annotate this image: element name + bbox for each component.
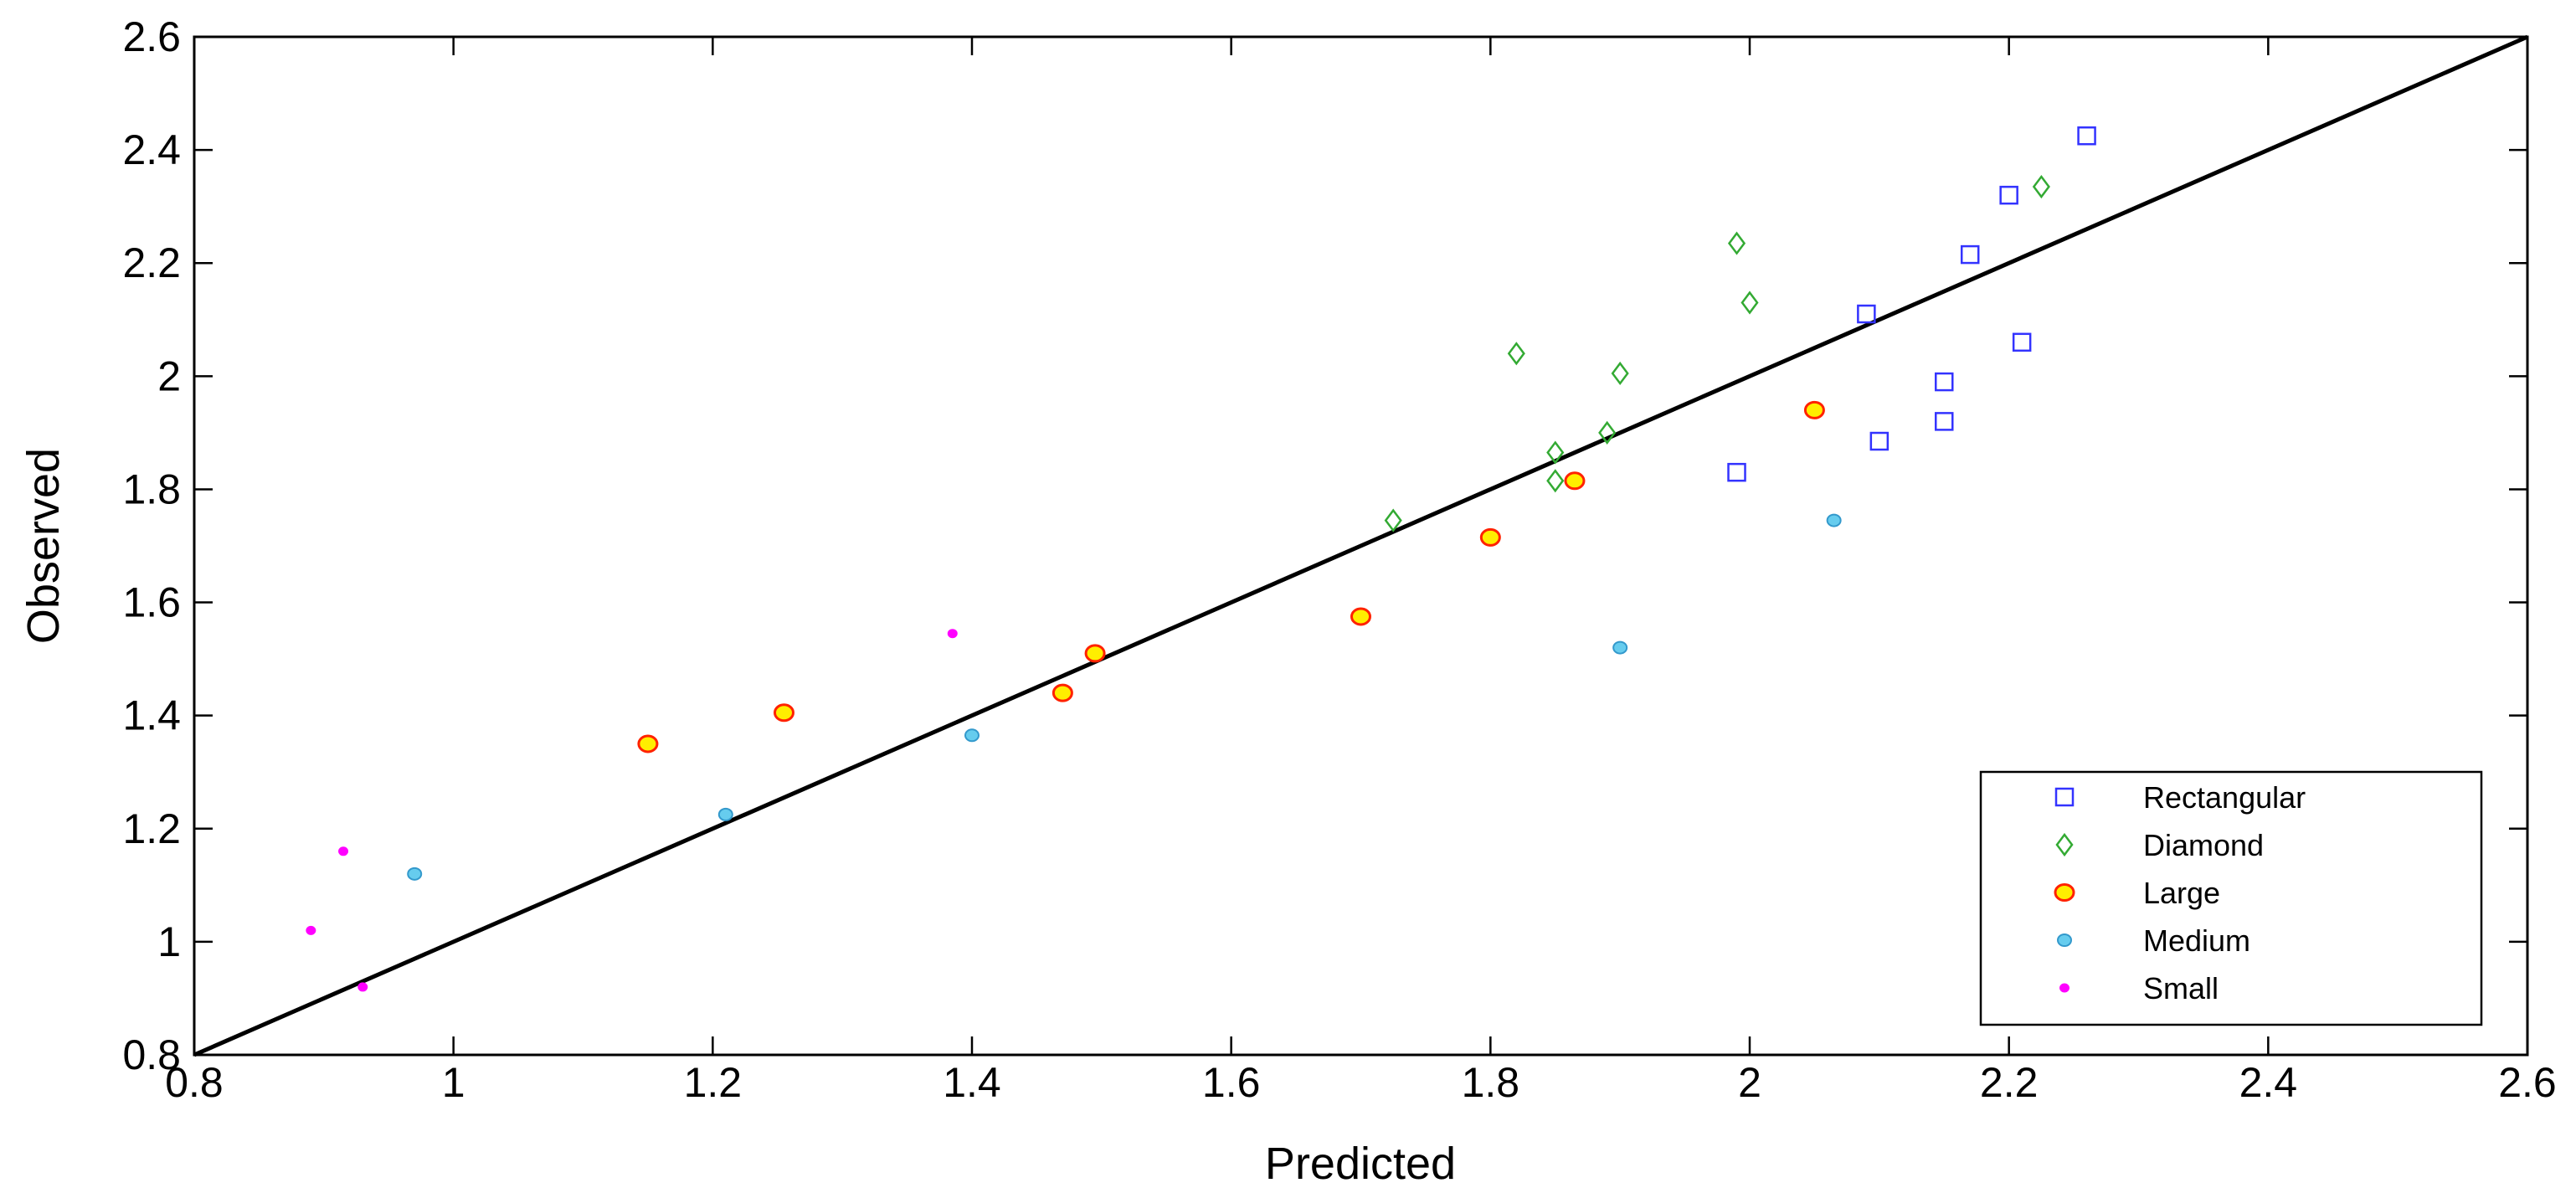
point-rectangular (1935, 372, 1954, 392)
point-diamond (1384, 508, 1402, 532)
legend-marker-diamond (2055, 832, 2074, 857)
x-tick-label: 0.8 (165, 1059, 224, 1106)
legend-marker-rectangular (2054, 787, 2075, 807)
point-medium (1826, 513, 1842, 527)
x-axis: 0.8 1 1.2 1.4 1.6 1.8 2 2.2 2.4 2.6 (165, 37, 2557, 1106)
legend-marker-large (2054, 883, 2075, 902)
y-tick-label: 0.8 (122, 1031, 181, 1078)
point-diamond (2032, 174, 2050, 199)
point-large (1350, 607, 1371, 626)
point-small (338, 846, 349, 856)
x-axis-title: Predicted (1265, 1139, 1456, 1188)
legend-marker-medium (2057, 933, 2072, 947)
y-tick-label: 1.4 (122, 692, 181, 739)
legend-marker-small (2059, 983, 2070, 993)
y-axis: 0.8 1 1.2 1.4 1.6 1.8 2 2.2 2.4 2.6 (122, 13, 2527, 1078)
point-large (773, 703, 794, 723)
y-tick-label: 2.4 (122, 126, 181, 173)
x-tick-label: 2.4 (2239, 1059, 2298, 1106)
x-tick-label: 2.6 (2498, 1059, 2557, 1106)
point-large (1479, 527, 1501, 547)
point-small (306, 925, 316, 935)
y-tick-label: 2.2 (122, 239, 181, 286)
point-diamond (1546, 469, 1565, 493)
data-points (306, 126, 2096, 992)
point-rectangular (1869, 431, 1890, 451)
point-rectangular (1727, 462, 1746, 482)
y-tick-label: 1.8 (122, 465, 181, 512)
point-diamond (1727, 231, 1746, 255)
y-tick-label: 1.6 (122, 579, 181, 626)
point-rectangular (1857, 304, 1876, 324)
x-tick-label: 2 (1738, 1059, 1761, 1106)
legend-label-diamond: Diamond (2143, 828, 2264, 862)
point-large (1803, 400, 1825, 419)
x-tick-label: 1 (442, 1059, 465, 1106)
identity-line (193, 34, 2528, 1057)
point-rectangular (1999, 185, 2018, 205)
y-tick-label: 1 (157, 918, 181, 965)
legend: Rectangular Diamond Large Medium Small (1979, 770, 2483, 1026)
y-tick-label: 1.2 (122, 805, 181, 852)
legend-label-large: Large (2143, 876, 2220, 910)
legend-label-rectangular: Rectangular (2143, 780, 2306, 815)
plot-frame (193, 35, 2529, 1057)
point-medium (717, 807, 733, 821)
x-tick-label: 1.2 (684, 1059, 743, 1106)
point-large (1084, 644, 1106, 663)
point-rectangular (2077, 126, 2096, 146)
point-diamond (1598, 420, 1617, 445)
point-rectangular (1935, 412, 1954, 431)
x-tick-label: 2.2 (1980, 1059, 2039, 1106)
point-small (357, 982, 368, 992)
point-diamond (1740, 291, 1759, 315)
y-axis-title: Observed (18, 448, 69, 644)
legend-label-small: Small (2143, 971, 2219, 1005)
point-large (1051, 683, 1073, 702)
point-medium (407, 867, 423, 881)
point-large (637, 734, 659, 753)
point-rectangular (1960, 244, 1980, 265)
point-medium (1612, 640, 1628, 655)
point-small (947, 629, 958, 639)
point-diamond (1546, 440, 1565, 465)
y-tick-label: 2 (157, 352, 181, 399)
y-tick-label: 2.6 (122, 13, 181, 60)
point-large (1564, 471, 1586, 491)
x-tick-label: 1.4 (943, 1059, 1001, 1106)
x-tick-label: 1.6 (1202, 1059, 1261, 1106)
point-medium (964, 728, 979, 743)
point-diamond (1611, 361, 1629, 386)
x-tick-label: 1.8 (1462, 1059, 1520, 1106)
legend-label-medium: Medium (2143, 923, 2250, 958)
point-rectangular (2012, 332, 2032, 352)
point-diamond (1507, 342, 1525, 366)
